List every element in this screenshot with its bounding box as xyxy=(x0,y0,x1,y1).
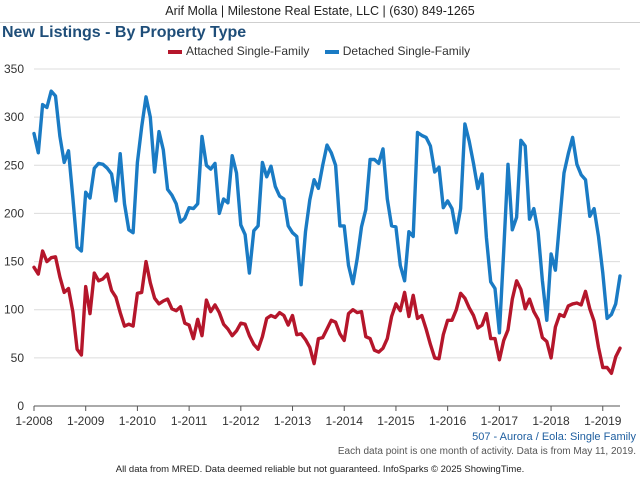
legend-swatch-attached xyxy=(168,49,182,54)
y-tick-label: 350 xyxy=(4,62,24,76)
chart-title: New Listings - By Property Type xyxy=(2,24,247,41)
y-tick-label: 0 xyxy=(17,399,24,413)
x-tick-label: 1-2019 xyxy=(584,414,622,428)
legend: Attached Single-Family Detached Single-F… xyxy=(168,44,482,62)
y-tick-label: 50 xyxy=(11,351,25,365)
legend-label-attached: Attached Single-Family xyxy=(186,44,310,58)
legend-item-detached[interactable]: Detached Single-Family xyxy=(324,44,471,58)
y-tick-label: 200 xyxy=(4,206,24,220)
chart-note: Each data point is one month of activity… xyxy=(337,446,636,457)
legend-item-attached[interactable]: Attached Single-Family xyxy=(168,44,309,58)
series-line-attached xyxy=(32,249,622,375)
y-tick-label: 100 xyxy=(4,303,24,317)
legend-swatch-detached xyxy=(324,49,339,54)
legend-label-detached: Detached Single-Family xyxy=(342,44,471,58)
chart-subtitle: 507 - Aurora / Eola: Single Family xyxy=(472,431,636,443)
x-tick-label: 1-2015 xyxy=(377,414,415,428)
x-tick-label: 1-2008 xyxy=(15,414,53,428)
agent-header: Arif Molla | Milestone Real Estate, LLC … xyxy=(0,0,640,23)
y-tick-label: 300 xyxy=(4,110,24,124)
x-tick-label: 1-2017 xyxy=(481,414,519,428)
x-tick-label: 1-2016 xyxy=(429,414,467,428)
x-tick-label: 1-2010 xyxy=(119,414,157,428)
y-tick-label: 250 xyxy=(4,158,24,172)
x-tick-label: 1-2014 xyxy=(326,414,364,428)
x-tick-label: 1-2012 xyxy=(222,414,260,428)
x-tick-label: 1-2018 xyxy=(532,414,570,428)
footer-disclaimer: All data from MRED. Data deemed reliable… xyxy=(115,464,525,475)
x-tick-label: 1-2013 xyxy=(274,414,312,428)
series-line-detached xyxy=(32,89,622,335)
x-tick-label: 1-2009 xyxy=(67,414,105,428)
x-tick-label: 1-2011 xyxy=(171,414,208,428)
y-tick-label: 150 xyxy=(4,255,24,269)
